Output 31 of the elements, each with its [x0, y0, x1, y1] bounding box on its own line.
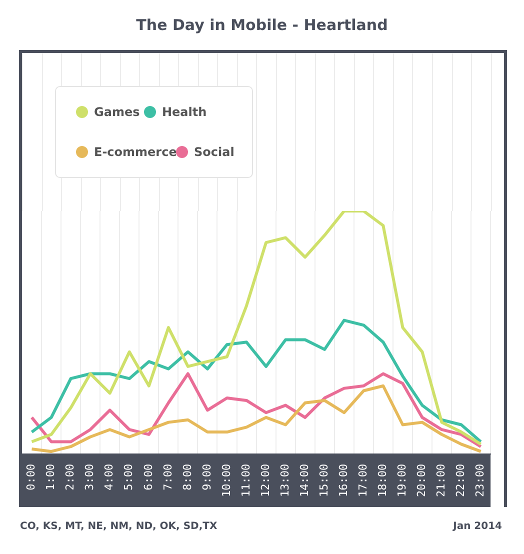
text: Jan 2014: [453, 521, 502, 532]
x-tick-label: 8:00: [180, 464, 194, 490]
x-tick-label: 22:00: [454, 464, 468, 498]
x-tick-label: 1:00: [44, 464, 58, 490]
x-tick-label: 20:00: [415, 464, 428, 498]
x-tick-label: 9:00: [200, 464, 214, 490]
x-tick-label: 5:00: [122, 464, 136, 490]
x-tick-label: 10:00: [220, 464, 233, 498]
legend-label: Games: [94, 105, 140, 119]
x-tick-label: 4:00: [102, 464, 116, 490]
legend-label: E-commerce: [94, 145, 177, 159]
x-tick-label: 19:00: [396, 464, 409, 498]
text: CO, KS, MT, NE, NM, ND, OK, SD,TX: [20, 521, 218, 532]
chart-title: The Day in Mobile - Heartland: [135, 16, 389, 34]
x-tick-label: 16:00: [336, 464, 350, 498]
legend-label: Social: [194, 145, 234, 159]
x-tick-label: 15:00: [317, 464, 330, 498]
x-tick-label: 3:00: [83, 464, 96, 490]
x-tick-label: 17:00: [356, 464, 370, 498]
x-tick-label: 13:00: [278, 464, 292, 498]
legend-label: Health: [162, 105, 207, 119]
x-tick-label: 21:00: [434, 464, 448, 498]
x-tick-label: 6:00: [142, 464, 155, 490]
x-tick-label: 18:00: [376, 464, 390, 498]
x-tick-label: 11:00: [239, 464, 252, 498]
x-tick-label: 7:00: [161, 464, 174, 490]
x-tick-label: 14:00: [298, 464, 311, 498]
x-tick-label: 2:00: [64, 464, 77, 490]
x-tick-label: 0:00: [24, 464, 38, 490]
x-tick-label: 23:00: [474, 464, 487, 498]
x-tick-label: 12:00: [258, 464, 272, 498]
